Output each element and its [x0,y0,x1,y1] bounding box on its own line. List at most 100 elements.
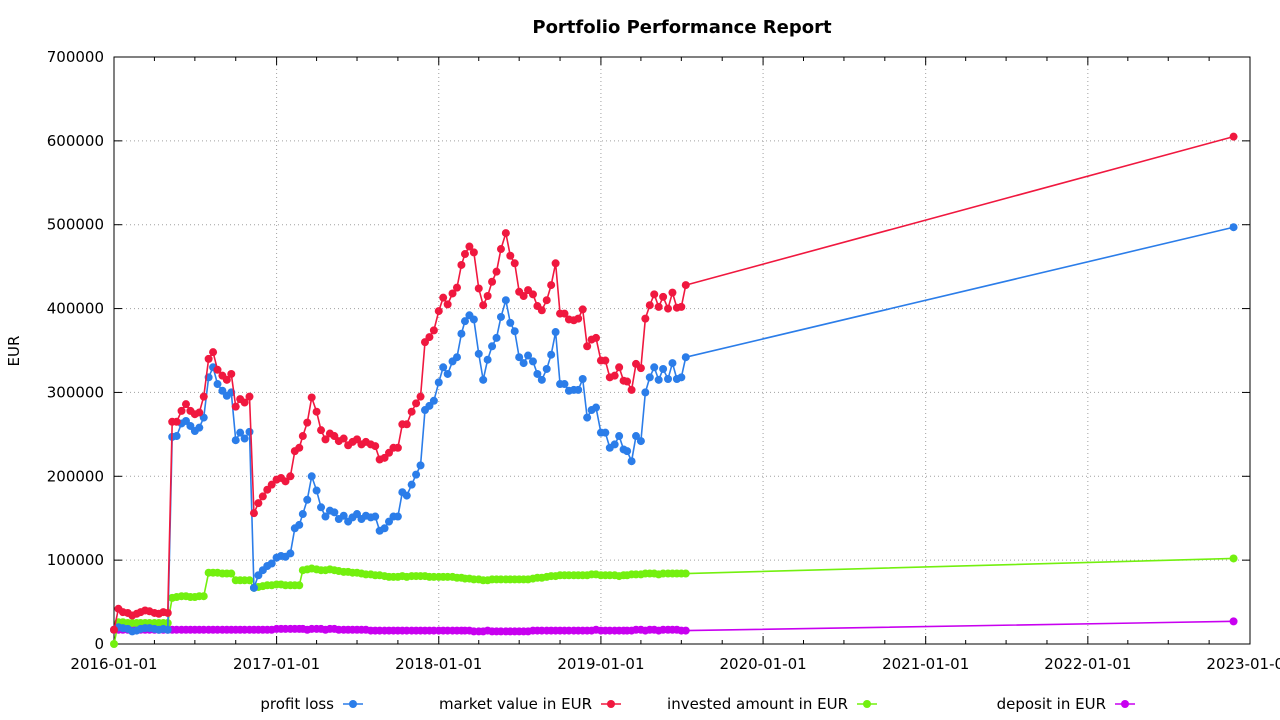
data-point [537,375,546,384]
data-point [659,364,668,373]
data-point [510,327,519,336]
legend-item: market value in EUR [439,695,621,713]
data-point [574,314,583,323]
data-point [227,569,236,578]
data-point [393,443,402,452]
data-point [245,576,254,585]
data-point [560,380,569,389]
data-point [240,434,249,443]
x-tick-label: 2023-01-01 [1206,655,1280,673]
data-point [307,393,316,402]
data-point [510,259,519,268]
data-point [457,260,466,269]
data-point [439,293,448,302]
data-point [295,581,304,590]
data-point [601,356,610,365]
data-point [492,333,501,342]
data-point [286,472,295,481]
data-point [429,326,438,335]
data-point [610,371,619,380]
data-point [245,392,254,401]
data-point [654,375,663,384]
data-point [681,353,690,362]
data-point [298,432,307,441]
data-point [110,640,118,648]
data-point [231,436,240,445]
data-point [339,434,348,443]
legend-label: profit loss [260,695,334,713]
data-point [664,304,673,313]
data-point [213,365,222,374]
data-point [465,242,474,251]
x-tick-label: 2018-01-01 [395,655,482,673]
data-point [452,353,461,362]
x-tick-label: 2016-01-01 [70,655,157,673]
data-point [460,317,469,326]
data-point [524,351,533,360]
y-tick-label: 200000 [47,467,104,485]
data-point [240,398,249,407]
data-point [659,292,668,301]
data-point [267,480,276,489]
legend: profit loss market value in EUR invested a… [260,695,1135,713]
data-point [677,373,686,382]
data-point [542,364,551,373]
series-layer [110,132,1238,648]
legend-item: profit loss [260,695,363,713]
data-point [483,291,492,300]
data-point [163,608,172,617]
legend-swatch-point [863,700,871,708]
y-tick-label: 0 [94,635,104,653]
data-point [429,396,438,405]
data-point [601,428,610,437]
data-point [592,333,601,342]
legend-swatch-point [607,700,615,708]
y-tick-label: 500000 [47,216,104,234]
data-point [412,470,421,479]
data-point [1229,132,1238,141]
data-point [645,373,654,382]
data-point [307,472,316,481]
data-point [681,281,690,290]
legend-label: invested amount in EUR [667,695,848,713]
data-point [506,251,515,260]
data-point [434,378,443,387]
data-point [460,250,469,259]
axis-layer: 0 100000 200000 300000 400000 500000 600000 700… [47,48,1280,673]
data-point [245,427,254,436]
data-point [443,369,452,378]
data-point [371,442,380,451]
data-point [583,413,592,422]
data-point [501,296,510,305]
data-point [515,353,524,362]
data-point [110,625,118,634]
data-point [636,364,645,373]
data-point [312,407,321,416]
data-point [402,491,411,500]
data-point [592,403,601,412]
data-point [298,510,307,519]
data-point [650,290,659,299]
data-point [222,375,231,384]
x-tick-label: 2017-01-01 [233,655,320,673]
data-point [254,499,263,508]
data-point [645,301,654,310]
data-point [677,302,686,311]
data-point [199,592,208,601]
data-point [321,512,330,521]
data-point [249,583,258,592]
data-point [496,312,505,321]
data-point [371,512,380,521]
data-point [583,342,592,351]
data-point [627,457,636,466]
data-point [664,375,673,384]
data-point [654,302,663,311]
data-point [231,402,240,411]
data-point [547,350,556,359]
data-point [330,508,339,517]
data-point [412,399,421,408]
data-point [623,377,632,386]
data-point [506,318,515,327]
data-point [339,511,348,520]
